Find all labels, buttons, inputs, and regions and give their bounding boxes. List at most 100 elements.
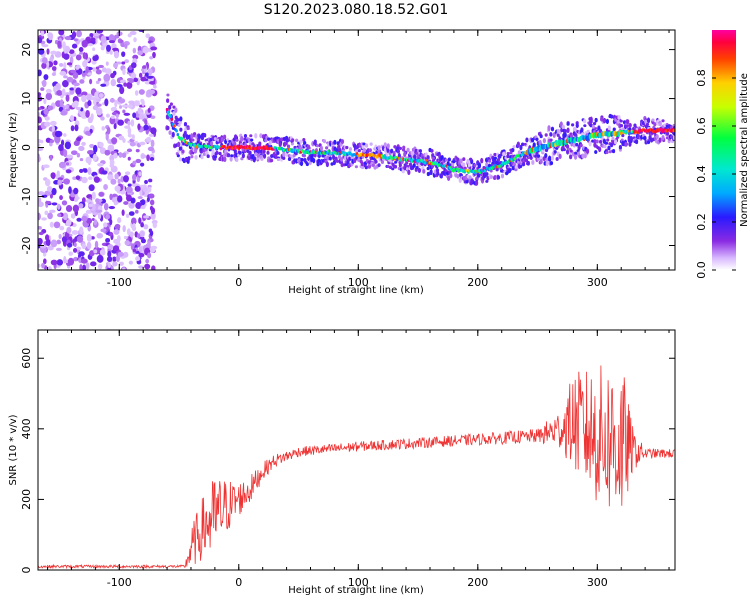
noise-cell — [75, 175, 81, 180]
spectrum-cell — [593, 138, 597, 145]
spectrum-cell — [322, 139, 327, 144]
spectrum-cell — [218, 157, 222, 161]
spectrum-cell — [190, 155, 194, 159]
spectrum-cell — [607, 145, 611, 151]
noise-cell — [59, 225, 65, 231]
noise-cell — [101, 170, 108, 175]
spectrum-cell — [252, 156, 256, 163]
y-tick-label: 10 — [20, 92, 33, 106]
spectrum-cell — [629, 136, 633, 141]
noise-cell — [142, 46, 149, 54]
noise-cell — [58, 30, 65, 36]
noise-cell — [71, 230, 79, 235]
ridge-cell — [170, 117, 174, 121]
spectrum-cell — [362, 142, 366, 146]
spectrum-cell — [595, 139, 599, 144]
snr-plot-area — [38, 365, 675, 570]
noise-cell — [150, 115, 156, 120]
noise-cell — [146, 75, 154, 79]
spectrum-cell — [449, 172, 453, 179]
noise-cell — [58, 161, 66, 169]
noise-cell — [82, 52, 87, 59]
noise-cell — [69, 115, 75, 122]
noise-cell — [122, 267, 126, 270]
spectrum-cell — [175, 117, 180, 122]
noise-cell — [85, 199, 92, 203]
noise-cell — [105, 214, 110, 220]
noise-cell — [78, 251, 85, 257]
spectrum-cell — [406, 164, 410, 168]
noise-cell — [117, 195, 123, 203]
spectrum-cell — [653, 122, 657, 127]
spectrum-cell — [655, 134, 659, 140]
spectrum-cell — [260, 157, 264, 161]
spectrum-cell — [230, 154, 234, 158]
noise-cell — [121, 209, 125, 216]
noise-cell — [97, 77, 102, 82]
spectrum-cell — [418, 149, 422, 153]
spectrum-cell — [278, 142, 282, 147]
spectrogram-plot-area — [38, 30, 675, 270]
noise-cell — [79, 51, 84, 55]
spectrum-cell — [579, 143, 583, 148]
spectrum-cell — [391, 167, 395, 171]
noise-cell — [147, 240, 151, 248]
spectrum-cell — [262, 153, 267, 159]
spectrum-cell — [394, 160, 398, 164]
noise-cell — [140, 238, 146, 244]
noise-cell — [145, 258, 150, 264]
noise-cell — [79, 264, 83, 270]
spectrum-cell — [447, 157, 451, 162]
noise-cell — [79, 168, 84, 174]
noise-cell — [138, 72, 143, 78]
noise-cell — [96, 254, 104, 263]
spectrum-cell — [325, 146, 329, 150]
colorbar-tick-label: 0.8 — [695, 69, 708, 87]
spectrum-cell — [519, 144, 523, 151]
noise-cell — [81, 40, 89, 48]
spectrum-cell — [617, 115, 621, 120]
spectrum-cell — [340, 157, 344, 162]
noise-cell — [85, 66, 89, 74]
spectrum-cell — [575, 123, 579, 129]
noise-cell — [150, 46, 158, 51]
noise-cell — [50, 239, 58, 248]
spectrum-cell — [473, 163, 477, 167]
y-tick-label: 0 — [20, 567, 33, 574]
spectrum-cell — [385, 151, 389, 157]
noise-cell — [41, 57, 48, 64]
noise-cell — [63, 62, 67, 70]
spectrum-cell — [282, 152, 286, 157]
spectrum-cell — [179, 146, 183, 151]
spectrum-cell — [422, 169, 426, 174]
noise-cell — [124, 43, 128, 49]
spectrum-cell — [565, 149, 570, 155]
noise-cell — [119, 79, 127, 84]
noise-cell — [75, 54, 82, 61]
noise-cell — [81, 91, 88, 96]
noise-cell — [140, 76, 147, 82]
noise-cell — [117, 178, 121, 185]
noise-cell — [81, 176, 88, 184]
noise-cell — [64, 141, 72, 150]
noise-cell — [60, 110, 68, 116]
spectrum-cell — [209, 140, 214, 146]
noise-cell — [144, 180, 148, 184]
spectrum-cell — [295, 138, 299, 143]
spectrum-cell — [396, 149, 400, 154]
noise-cell — [143, 224, 149, 230]
spectrum-cell — [426, 166, 430, 171]
noise-cell — [137, 107, 142, 115]
noise-cell — [63, 178, 70, 185]
noise-cell — [146, 154, 150, 162]
noise-cell — [108, 40, 116, 44]
spectrum-cell — [340, 162, 344, 168]
spectrum-cell — [169, 102, 174, 106]
spectrum-cell — [581, 153, 585, 159]
noise-cell — [68, 251, 74, 256]
spectrum-cell — [256, 153, 260, 158]
spectrum-cell — [516, 141, 520, 148]
noise-cell — [63, 256, 67, 264]
noise-cell — [135, 256, 141, 262]
spectrum-cell — [619, 124, 624, 128]
